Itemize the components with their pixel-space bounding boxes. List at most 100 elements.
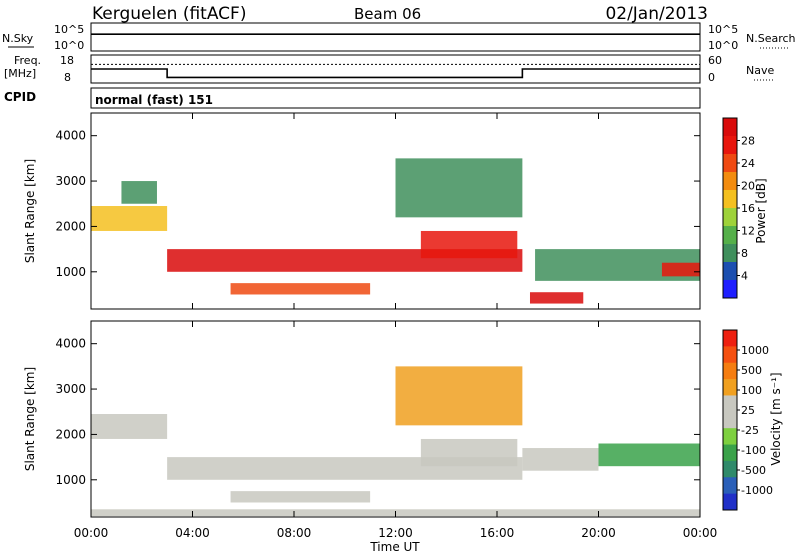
colorbar-tick-label: 100: [741, 384, 762, 397]
heatmap-cell: [522, 448, 599, 471]
nave-label: Nave: [746, 64, 774, 77]
y-tick-label: 4000: [55, 337, 86, 351]
colorbar-swatch: [723, 280, 737, 299]
colorbar-tick-label: 20: [741, 180, 755, 193]
cpid-label: CPID: [4, 90, 36, 104]
heatmap-cell: [230, 283, 371, 295]
freq-strip: Freq. [MHz] 18 8 60 0 Nave: [4, 54, 774, 84]
colorbar-tick-label: 4: [741, 270, 748, 283]
colorbar-swatch: [723, 493, 737, 511]
velocity-y-ticks: 1000 2000 3000 4000: [55, 337, 700, 487]
colorbar-tick-label: -100: [741, 444, 766, 457]
y-tick-label: 3000: [55, 382, 86, 396]
power-colorbar: 28 24 20 16 12 8 4: [722, 117, 755, 299]
velocity-colorbar: 1000 500 100 25 -25 -100 -500 -1000: [722, 329, 773, 511]
heatmap-cell: [121, 181, 157, 204]
colorbar-swatch: [723, 208, 737, 227]
colorbar-tick-label: -500: [741, 464, 766, 477]
x-tick-label: 12:00: [378, 526, 413, 540]
y-tick-label: 4000: [55, 129, 86, 143]
colorbar-tick-label: 24: [741, 157, 755, 170]
freq-label: Freq.: [14, 54, 41, 67]
x-axis-ticks: 00:00 04:00 08:00 12:00 16:00 20:00 00:00: [74, 113, 718, 540]
x-tick-label: 08:00: [277, 526, 312, 540]
heatmap-cell: [395, 158, 523, 218]
colorbar-swatch: [723, 190, 737, 209]
colorbar-swatch: [723, 444, 737, 462]
power-y-ticks: 1000 2000 3000 4000: [55, 129, 700, 279]
nsearch-label: N.Search: [746, 32, 796, 45]
noise-strip: N.Sky N.Search 10^5 10^0 10^5 10^0: [2, 22, 796, 52]
noise-frame: [90, 22, 701, 52]
power-panel: Slant Range [km] 1000 2000 3000 4000 28 24 20…: [23, 112, 768, 310]
nsky-label: N.Sky: [2, 32, 34, 45]
freq-series-line: [91, 68, 700, 79]
y-tick-label: 3000: [55, 174, 86, 188]
x-tick-label: 00:00: [683, 526, 718, 540]
colorbar-swatch: [723, 136, 737, 155]
heatmap-cell: [91, 414, 168, 439]
colorbar-swatch: [723, 379, 737, 396]
colorbar-tick-label: -25: [741, 424, 759, 437]
colorbar-tick-label: 28: [741, 135, 755, 148]
heatmap-cell: [420, 230, 518, 259]
x-axis-label: Time UT: [369, 540, 420, 554]
colorbar-swatch: [723, 460, 737, 478]
heatmap-cell: [230, 491, 371, 503]
colorbar-tick-label: 500: [741, 364, 762, 377]
colorbar-tick-label: -1000: [741, 484, 773, 497]
freq-left-tick-top: 18: [60, 54, 74, 67]
noise-left-tick-top: 10^5: [54, 23, 84, 36]
heatmap-cell: [598, 443, 700, 467]
colorbar-tick-label: 12: [741, 225, 755, 238]
power-data-cells: [91, 158, 700, 304]
x-tick-label: 20:00: [581, 526, 616, 540]
station-title: Kerguelen (fitACF): [92, 4, 246, 24]
colorbar-tick-label: 16: [741, 202, 755, 215]
heatmap-cell: [661, 262, 700, 277]
x-tick-label: 00:00: [74, 526, 109, 540]
heatmap-cell: [395, 366, 523, 426]
heatmap-cell: [91, 206, 168, 231]
noise-left-tick-bottom: 10^0: [54, 39, 84, 52]
colorbar-swatch: [723, 244, 737, 263]
colorbar-swatch: [723, 172, 737, 191]
x-tick-label: 04:00: [175, 526, 210, 540]
y-tick-label: 1000: [55, 473, 86, 487]
freq-right-tick-bottom: 0: [708, 71, 715, 84]
velocity-colorbar-label: Velocity [m s⁻¹]: [769, 372, 783, 465]
power-colorbar-label: Power [dB]: [754, 178, 768, 243]
colorbar-swatch: [723, 395, 737, 413]
y-tick-label: 2000: [55, 427, 86, 441]
colorbar-tick-label: 25: [741, 404, 755, 417]
colorbar-swatch: [723, 362, 737, 380]
heatmap-cell: [420, 438, 518, 467]
freq-right-tick-top: 60: [708, 54, 722, 67]
cpid-frame: [90, 87, 701, 109]
colorbar-swatch: [723, 346, 737, 364]
colorbar-swatch: [723, 330, 737, 347]
beam-title: Beam 06: [354, 5, 421, 23]
colorbar-swatch: [723, 428, 737, 446]
velocity-panel: Slant Range [km] 1000 2000 3000 4000 1000 50…: [23, 320, 783, 518]
colorbar-frame: [722, 329, 738, 511]
y-tick-label: 1000: [55, 265, 86, 279]
x-tick-label: 16:00: [480, 526, 515, 540]
cpid-value: normal (fast) 151: [95, 93, 213, 107]
colorbar-swatch: [723, 411, 737, 429]
colorbar-swatch: [723, 477, 737, 495]
date-title: 02/Jan/2013: [605, 4, 708, 24]
colorbar-swatch: [723, 262, 737, 281]
colorbar-tick-label: 8: [741, 247, 748, 260]
freq-left-tick-bottom: 8: [64, 71, 71, 84]
y-tick-label: 2000: [55, 219, 86, 233]
noise-right-tick-top: 10^5: [708, 23, 738, 36]
velocity-y-axis-label: Slant Range [km]: [23, 367, 37, 471]
noise-right-tick-bottom: 10^0: [708, 39, 738, 52]
heatmap-cell: [529, 292, 584, 304]
colorbar-tick-label: 1000: [741, 344, 769, 357]
colorbar-swatch: [723, 154, 737, 173]
power-y-axis-label: Slant Range [km]: [23, 159, 37, 263]
